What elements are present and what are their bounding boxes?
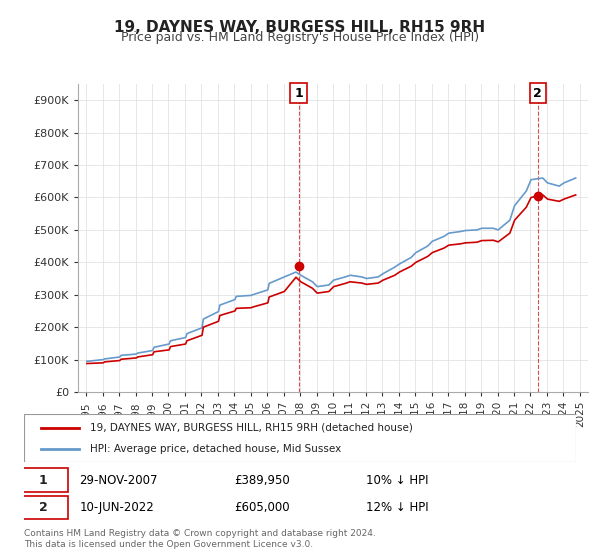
Text: £605,000: £605,000 — [234, 501, 289, 514]
Text: 19, DAYNES WAY, BURGESS HILL, RH15 9RH: 19, DAYNES WAY, BURGESS HILL, RH15 9RH — [115, 20, 485, 35]
FancyBboxPatch shape — [24, 414, 576, 462]
Text: 10% ↓ HPI: 10% ↓ HPI — [366, 474, 429, 487]
Text: Price paid vs. HM Land Registry's House Price Index (HPI): Price paid vs. HM Land Registry's House … — [121, 31, 479, 44]
Text: 19, DAYNES WAY, BURGESS HILL, RH15 9RH (detached house): 19, DAYNES WAY, BURGESS HILL, RH15 9RH (… — [90, 423, 413, 433]
Text: 1: 1 — [294, 87, 303, 100]
FancyBboxPatch shape — [19, 468, 68, 492]
Text: HPI: Average price, detached house, Mid Sussex: HPI: Average price, detached house, Mid … — [90, 444, 341, 454]
Text: 2: 2 — [533, 87, 542, 100]
Text: 12% ↓ HPI: 12% ↓ HPI — [366, 501, 429, 514]
FancyBboxPatch shape — [19, 496, 68, 520]
Text: 2: 2 — [39, 501, 47, 514]
Text: 10-JUN-2022: 10-JUN-2022 — [79, 501, 154, 514]
Text: £389,950: £389,950 — [234, 474, 290, 487]
Text: 1: 1 — [39, 474, 47, 487]
Text: Contains HM Land Registry data © Crown copyright and database right 2024.
This d: Contains HM Land Registry data © Crown c… — [24, 529, 376, 549]
Text: 29-NOV-2007: 29-NOV-2007 — [79, 474, 158, 487]
